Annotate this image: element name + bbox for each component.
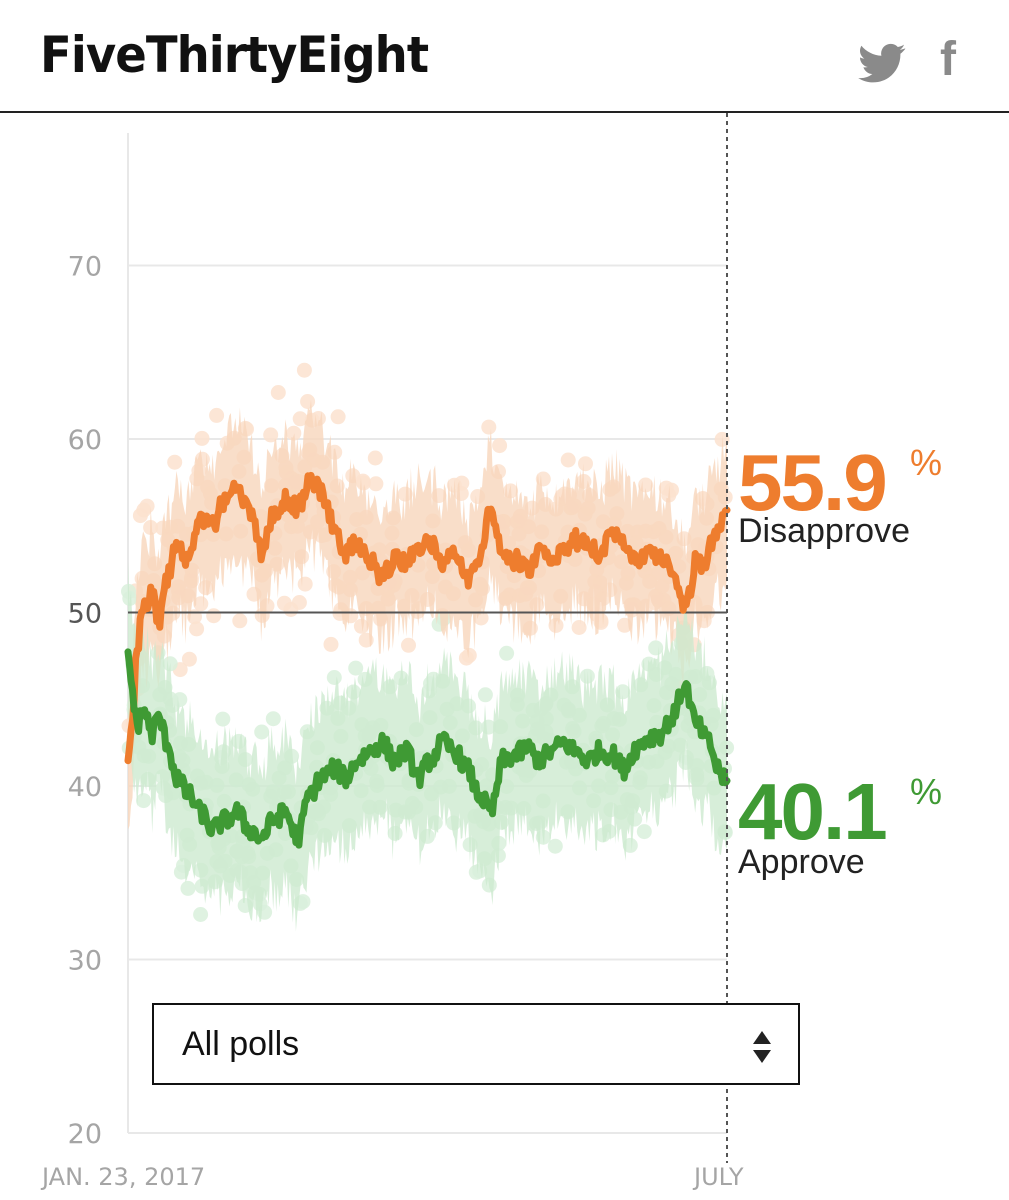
x-end-label: JULY xyxy=(692,1163,744,1191)
facebook-f-icon[interactable]: f xyxy=(940,33,956,86)
chart-grid xyxy=(127,133,727,1134)
poll-dot xyxy=(658,480,674,496)
poll-dot xyxy=(193,596,209,612)
poll-dot xyxy=(232,613,248,629)
poll-dot xyxy=(461,647,477,663)
poll-dot xyxy=(194,430,210,446)
approve-percent-sign: % xyxy=(910,771,942,812)
approve-label: Approve xyxy=(738,843,865,881)
poll-dot xyxy=(499,645,515,661)
poll-dot xyxy=(215,711,231,727)
poll-dot xyxy=(265,711,281,727)
poll-dot xyxy=(492,438,508,454)
poll-dot xyxy=(181,651,197,667)
poll-dot xyxy=(296,362,312,378)
poll-dot xyxy=(397,486,413,502)
poll-filter-select[interactable]: All polls xyxy=(152,1003,800,1085)
approve-value: 40.1 xyxy=(738,767,886,856)
poll-dot xyxy=(571,620,587,635)
uncertainty-bands xyxy=(128,399,727,932)
poll-dot xyxy=(206,608,222,624)
poll-dot xyxy=(291,595,307,610)
poll-dot xyxy=(355,473,371,489)
poll-dot xyxy=(477,687,493,703)
poll-dot xyxy=(547,838,563,854)
poll-dot xyxy=(535,471,551,487)
y-tick-50: 50 xyxy=(68,599,102,630)
poll-dot xyxy=(560,452,576,468)
disapprove-value: 55.9 xyxy=(738,438,886,527)
poll-dot xyxy=(330,409,346,425)
disapprove-label: Disapprove xyxy=(738,512,910,550)
poll-dot xyxy=(326,670,342,685)
poll-dot xyxy=(263,427,279,443)
select-updown-icon xyxy=(753,1031,771,1063)
poll-dot xyxy=(136,793,152,809)
poll-dot xyxy=(323,636,339,652)
poll-dot xyxy=(401,637,416,653)
trend-lines xyxy=(124,471,731,849)
poll-dot xyxy=(189,621,205,637)
y-tick-70: 70 xyxy=(68,252,102,283)
poll-dot xyxy=(548,617,564,633)
poll-dot xyxy=(292,411,308,427)
x-start-label: JAN. 23, 2017 xyxy=(40,1163,205,1191)
poll-dot xyxy=(648,640,664,656)
approval-chart: 70 60 50 40 30 20 JAN. 23, 2017 JULY 55.9 % D… xyxy=(40,113,942,1191)
poll-dot xyxy=(454,475,470,491)
poll-dot xyxy=(472,863,488,879)
poll-dot xyxy=(300,394,316,409)
y-axis-ticks: 70 60 50 40 30 20 xyxy=(68,252,102,1151)
poll-filter-value: All polls xyxy=(182,1025,300,1063)
poll-dot xyxy=(276,595,292,611)
poll-dot xyxy=(714,431,730,447)
poll-dot xyxy=(139,498,155,514)
poll-dot xyxy=(636,824,652,840)
approve-trend-line xyxy=(124,648,731,849)
poll-dot xyxy=(578,456,593,472)
header-divider xyxy=(0,111,1009,113)
site-logo[interactable]: FiveThirtyEight xyxy=(40,26,429,84)
poll-dot xyxy=(254,724,270,740)
poll-dot xyxy=(368,476,384,492)
poll-dot xyxy=(297,576,313,592)
poll-dot xyxy=(209,407,225,423)
y-tick-20: 20 xyxy=(68,1119,102,1150)
approve-band xyxy=(128,561,727,932)
disapprove-trend-line xyxy=(124,471,731,765)
poll-dot xyxy=(167,454,183,470)
poll-dot xyxy=(367,450,383,466)
y-tick-60: 60 xyxy=(68,425,102,456)
disapprove-percent-sign: % xyxy=(910,442,942,483)
site-header: FiveThirtyEight f xyxy=(0,0,1009,113)
poll-dot xyxy=(481,419,497,435)
poll-dot xyxy=(348,660,364,676)
poll-dot xyxy=(286,425,302,441)
y-tick-30: 30 xyxy=(68,946,102,977)
y-tick-40: 40 xyxy=(68,772,102,803)
twitter-bird-icon[interactable] xyxy=(858,38,906,86)
poll-dot xyxy=(193,907,209,922)
poll-dot xyxy=(270,385,286,400)
poll-dot xyxy=(353,618,369,634)
poll-dot xyxy=(180,880,196,896)
